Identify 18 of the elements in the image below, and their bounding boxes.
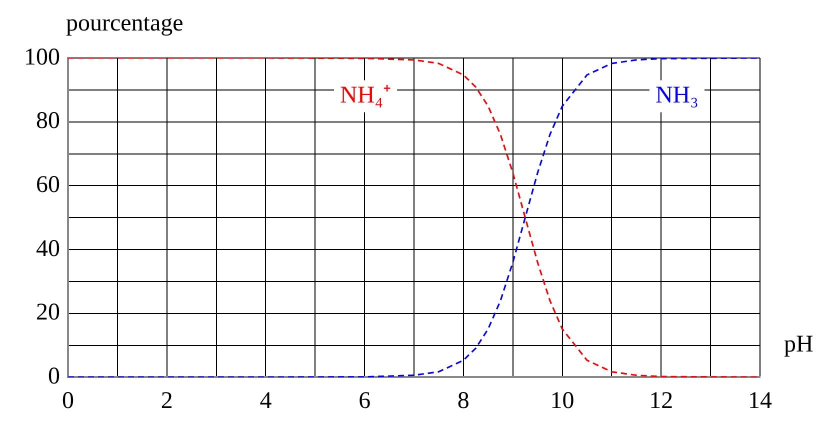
x-tick-label: 10 — [550, 388, 574, 414]
series-label: NH₃ — [655, 82, 698, 109]
y-axis-title: pourcentage — [66, 10, 184, 36]
y-tick-label: 40 — [36, 236, 60, 262]
x-tick-label: 6 — [358, 388, 371, 414]
line-series — [68, 58, 760, 378]
x-tick-label: 2 — [160, 388, 173, 414]
y-tick-label: 20 — [36, 300, 60, 326]
y-tick-label: 100 — [24, 44, 60, 70]
y-tick-label: 0 — [48, 363, 60, 390]
x-axis-title: pH — [784, 332, 814, 358]
y-tick-label: 80 — [36, 108, 60, 134]
x-tick-label: 14 — [748, 388, 772, 414]
y-tick-label: 60 — [36, 172, 60, 198]
x-tick-label: 12 — [649, 388, 674, 414]
series-label: NH₄⁺ — [340, 82, 392, 109]
x-tick-label: 4 — [260, 388, 272, 414]
x-tick-label: 8 — [457, 388, 470, 414]
